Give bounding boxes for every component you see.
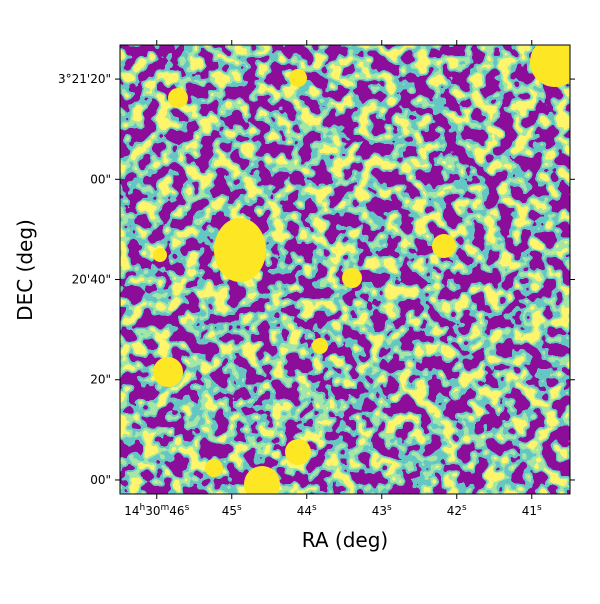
x-tick-label: 14h30m46s — [124, 503, 189, 518]
y-tick-label: 20'40" — [72, 273, 111, 287]
x-tick-label: 41s — [522, 503, 542, 518]
noise-texture — [120, 45, 570, 494]
plot-frame — [119, 44, 571, 495]
sources — [153, 45, 570, 494]
x-axis-label: RA (deg) — [302, 528, 388, 552]
y-tick-label: 00" — [90, 473, 111, 487]
x-tick-label: 43s — [372, 503, 392, 518]
y-tick-label: 3°21'20" — [58, 72, 111, 86]
sky-image — [120, 45, 570, 494]
x-tick-label: 42s — [447, 503, 467, 518]
y-axis-label: DEC (deg) — [13, 219, 37, 321]
y-tick-label: 00" — [90, 172, 111, 186]
y-tick-label: 20" — [90, 373, 111, 387]
x-tick-label: 45s — [222, 503, 242, 518]
x-tick-label: 44s — [297, 503, 317, 518]
